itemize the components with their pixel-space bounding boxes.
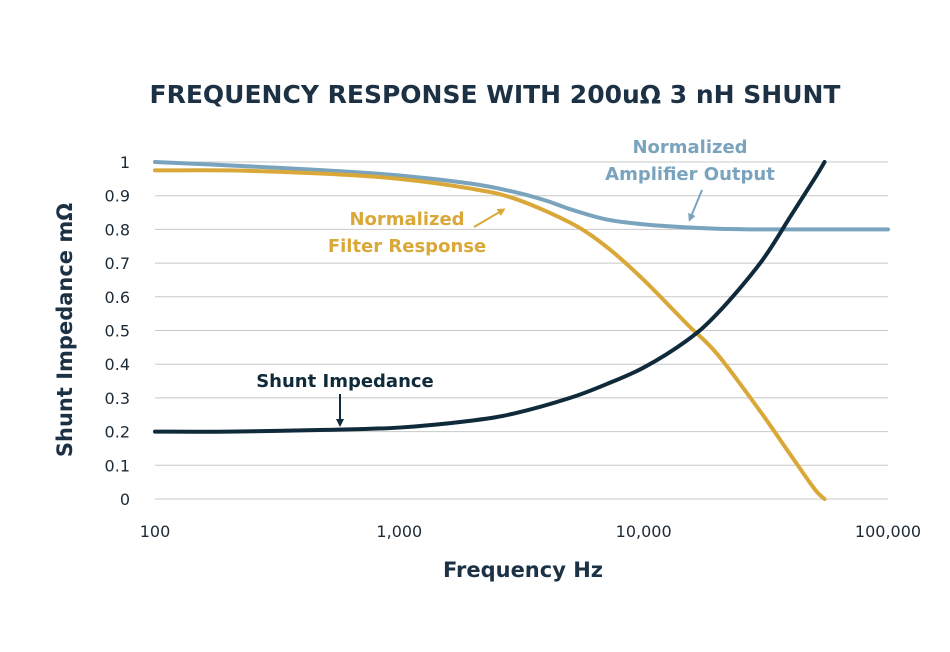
y-tick-label: 0.5 <box>105 322 130 341</box>
amplifier-annotation-line-1: Normalized <box>632 137 747 158</box>
filter-annotation-arrow <box>473 208 506 228</box>
amplifier-annotation-arrow <box>688 189 703 222</box>
y-tick-label: 0.6 <box>105 288 130 307</box>
x-tick-label: 10,000 <box>616 522 672 541</box>
amplifier-annotation-line-2: Amplifier Output <box>605 164 775 185</box>
x-tick-label: 100 <box>140 522 171 541</box>
y-tick-label: 0 <box>120 490 130 509</box>
filter-series-line <box>153 168 827 501</box>
gridlines <box>155 161 888 500</box>
series-lines <box>153 160 890 501</box>
x-axis-title: Frequency Hz <box>443 558 603 582</box>
filter-annotation: Normalized Filter Response <box>328 208 506 257</box>
x-tick-label: 100,000 <box>855 522 921 541</box>
filter-annotation-line-2: Filter Response <box>328 236 486 257</box>
amplifier-annotation: Normalized Amplifier Output <box>605 137 775 222</box>
y-axis-title: Shunt Impedance mΩ <box>53 203 77 457</box>
filter-annotation-line-1: Normalized <box>349 209 464 230</box>
chart-title: FREQUENCY RESPONSE WITH 200uΩ 3 nH SHUNT <box>150 80 841 109</box>
shunt-annotation-line-1: Shunt Impedance <box>256 371 434 392</box>
x-tick-label: 1,000 <box>376 522 422 541</box>
shunt-annotation: Shunt Impedance <box>256 371 434 427</box>
y-tick-label: 0.7 <box>105 254 130 273</box>
y-tick-label: 0.1 <box>105 456 130 475</box>
y-tick-label: 0.8 <box>105 220 130 239</box>
y-tick-label: 0.2 <box>105 423 130 442</box>
y-tick-labels: 0 0.1 0.2 0.3 0.4 0.5 0.6 0.7 0.8 0.9 1 <box>105 153 130 509</box>
y-tick-label: 0.4 <box>105 355 130 374</box>
shunt-series-line <box>153 160 827 434</box>
x-tick-labels: 100 1,000 10,000 100,000 <box>140 522 921 541</box>
y-tick-label: 0.9 <box>105 187 130 206</box>
y-tick-label: 1 <box>120 153 130 172</box>
y-tick-label: 0.3 <box>105 389 130 408</box>
amplifier-series-line <box>153 160 890 232</box>
